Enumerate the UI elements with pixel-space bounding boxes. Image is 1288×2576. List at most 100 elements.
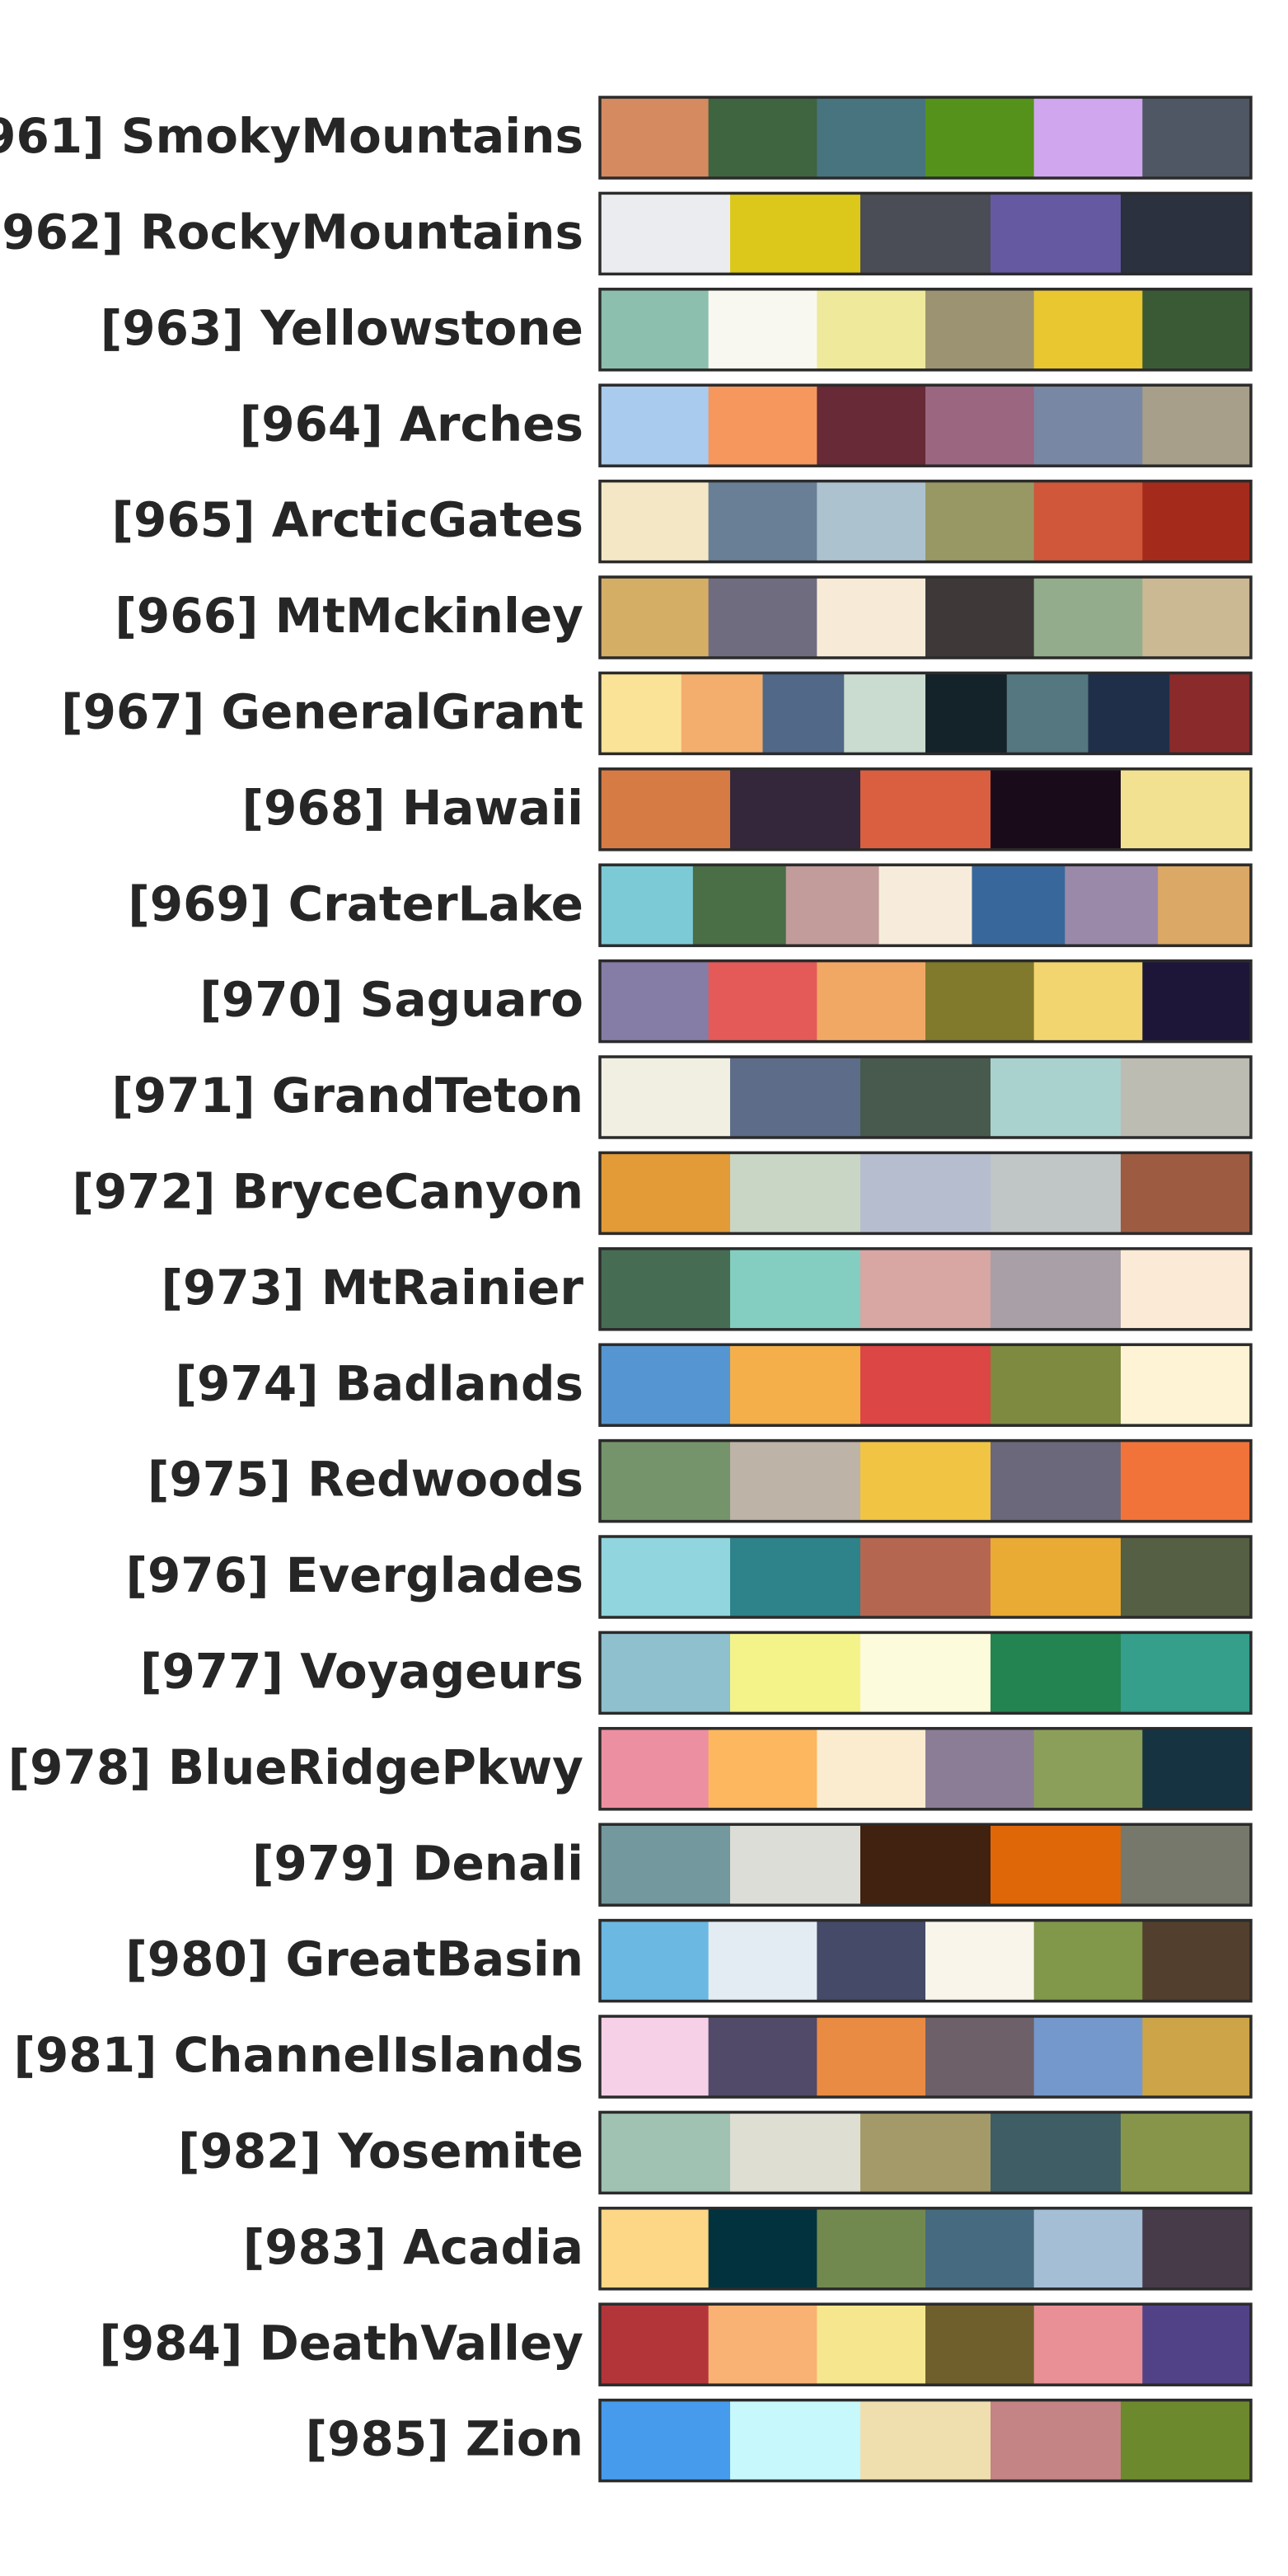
swatch [1006, 673, 1089, 754]
swatch [708, 97, 817, 178]
swatch [730, 1248, 861, 1330]
swatch [925, 289, 1035, 370]
palette-label: [974] Badlands [176, 1355, 584, 1411]
swatch [1121, 1248, 1252, 1330]
swatch [860, 193, 991, 274]
swatch [925, 577, 1035, 658]
swatch [817, 1728, 926, 1809]
swatch-border [598, 1438, 1253, 1523]
palette-label: [982] Yosemite [178, 2123, 583, 2180]
swatch [817, 385, 926, 467]
swatch [1169, 673, 1252, 754]
swatch [1033, 385, 1143, 467]
palette-label: [979] Denali [252, 1835, 583, 1891]
swatch [991, 768, 1122, 850]
palette-label: [975] Redwoods [148, 1452, 583, 1508]
swatch [1033, 1920, 1143, 2001]
swatch [708, 481, 817, 562]
swatch [600, 2208, 710, 2289]
swatch [600, 1248, 731, 1330]
swatch-border [598, 1055, 1253, 1139]
swatch [1121, 1537, 1252, 1617]
swatch [1033, 1728, 1143, 1809]
swatch [1033, 577, 1143, 658]
swatch [991, 193, 1122, 274]
palette-label: [973] MtRainier [161, 1260, 583, 1316]
swatch-border [598, 1918, 1253, 2003]
swatch [600, 768, 731, 850]
swatch [817, 289, 926, 370]
palette-label: [971] GrandTeton [112, 1067, 584, 1124]
swatch [1142, 960, 1252, 1042]
swatch [681, 673, 763, 754]
palette-label: [963] Yellowstone [101, 300, 583, 356]
swatch [1121, 1440, 1252, 1522]
swatch [600, 673, 682, 754]
swatch [600, 1728, 710, 1809]
swatch [925, 1920, 1035, 2001]
swatch-border [598, 288, 1253, 372]
swatch [1121, 768, 1252, 850]
swatch [600, 1152, 731, 1234]
swatch [708, 577, 817, 658]
swatch [925, 1728, 1035, 1809]
swatch [1142, 2208, 1252, 2289]
swatch [925, 97, 1035, 178]
swatch-border [598, 2302, 1253, 2386]
swatch [730, 1824, 861, 1906]
swatch [991, 1152, 1122, 1234]
swatch [708, 385, 817, 467]
swatch [991, 1824, 1122, 1906]
swatch-border [598, 1343, 1253, 1427]
swatch [817, 2304, 926, 2386]
swatch [1033, 2016, 1143, 2097]
palette-label: [961] SmokyMountains [0, 108, 583, 164]
swatch [785, 865, 880, 946]
swatch [817, 97, 926, 178]
swatch [1158, 865, 1252, 946]
palette-label: [966] MtMckinley [115, 588, 583, 644]
swatch [860, 1824, 991, 1906]
palette-label: [981] ChannelIslands [13, 2027, 583, 2083]
swatch [600, 1632, 731, 1714]
swatch-border [598, 1631, 1253, 1715]
swatch [991, 1344, 1122, 1426]
swatch [600, 1537, 731, 1617]
swatch-border [598, 671, 1253, 756]
palette-label: [965] ArcticGates [112, 492, 583, 548]
swatch [600, 481, 710, 562]
swatch [1142, 1728, 1252, 1809]
swatch [860, 768, 991, 850]
swatch [708, 960, 817, 1042]
swatch [708, 1920, 817, 2001]
swatch [708, 1728, 817, 1809]
swatch [860, 1440, 991, 1522]
swatch [860, 1057, 991, 1138]
swatch [1142, 2304, 1252, 2386]
swatch [1033, 2304, 1143, 2386]
swatch [860, 1152, 991, 1234]
swatch [1033, 2208, 1143, 2289]
swatch [730, 1344, 861, 1426]
swatch [1142, 577, 1252, 658]
palette-label: [964] Arches [240, 396, 583, 452]
swatch [730, 1440, 861, 1522]
palette-label: [970] Saguaro [199, 972, 583, 1028]
swatch-border [598, 575, 1253, 659]
swatch [600, 1344, 731, 1426]
swatch [600, 97, 710, 178]
swatch [860, 2400, 991, 2481]
swatch-border [598, 479, 1253, 564]
swatch [1121, 1057, 1252, 1138]
swatch [708, 2208, 817, 2289]
swatch [1033, 960, 1143, 1042]
swatch [1142, 1920, 1252, 2001]
swatch-border [598, 383, 1253, 467]
swatch [600, 1920, 710, 2001]
swatch [730, 1152, 861, 1234]
swatch [600, 865, 694, 946]
swatch-border [598, 767, 1253, 852]
palette-label: [978] BlueRidgePkwy [8, 1739, 583, 1795]
swatch [860, 1632, 991, 1714]
palette-label: [962] RockyMountains [0, 204, 583, 260]
